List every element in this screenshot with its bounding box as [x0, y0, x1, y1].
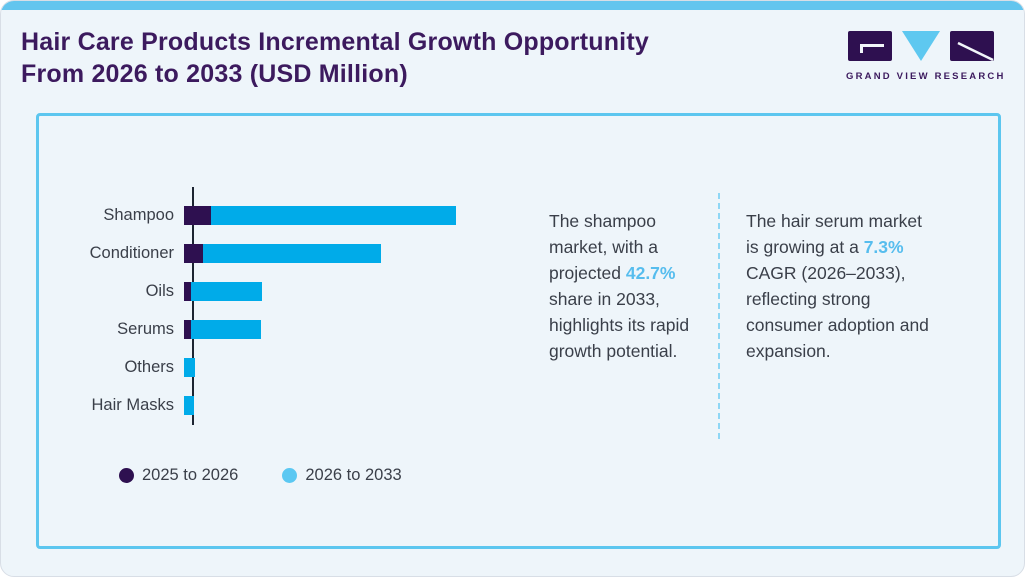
chart-row: Oils	[64, 272, 456, 310]
bar-segment-2026-to-2033	[184, 395, 194, 415]
insight-shampoo: The shampoo market, with a projected 42.…	[549, 208, 709, 364]
bar-stack	[184, 395, 194, 415]
axis-line	[192, 187, 194, 425]
bar-segment-2025-to-2026	[184, 205, 211, 225]
chart-row: Conditioner	[64, 234, 456, 272]
insight-highlight-value: 7.3%	[863, 237, 904, 257]
legend-dot	[282, 468, 298, 483]
category-label: Shampoo	[103, 205, 174, 224]
bar-segment-2025-to-2026	[184, 319, 191, 339]
insight-text: CAGR (2026–2033), reflecting strong cons…	[746, 263, 929, 361]
chart-row: Others	[64, 348, 456, 386]
bar-stack	[184, 281, 262, 301]
bar-stack	[184, 205, 456, 225]
legend-item-2026-2033: 2026 to 2033	[282, 466, 402, 485]
bar-stack	[184, 243, 381, 263]
chart-legend: 2025 to 2026 2026 to 2033	[119, 466, 402, 485]
legend-dot	[119, 468, 134, 483]
category-label: Conditioner	[89, 243, 174, 262]
category-label: Others	[124, 357, 174, 376]
category-label: Oils	[145, 281, 174, 300]
chart-rows: Shampoo Conditioner Oils Serums Others Hair M…	[64, 196, 456, 424]
bar-segment-2026-to-2033	[203, 243, 381, 263]
chart-row: Hair Masks	[64, 386, 456, 424]
bar-segment-2026-to-2033	[191, 319, 261, 339]
bar-segment-2026-to-2033	[191, 281, 262, 301]
dashed-divider	[718, 193, 720, 439]
chart-row: Shampoo	[64, 196, 456, 234]
gvr-logo-text: GRAND VIEW RESEARCH	[846, 71, 1006, 82]
insight-text: share in 2033, highlights its rapid grow…	[549, 289, 690, 361]
insight-text: The hair serum market is growing at a	[746, 211, 923, 257]
bar-stack	[184, 319, 261, 339]
legend-label: 2026 to 2033	[305, 466, 402, 484]
gvr-logo: GRAND VIEW RESEARCH	[846, 29, 1006, 82]
legend-label: 2025 to 2026	[142, 466, 239, 484]
chart-row: Serums	[64, 310, 456, 348]
bar-segment-2025-to-2026	[184, 243, 203, 263]
category-label: Serums	[117, 319, 174, 338]
gvr-logo-icon	[848, 31, 994, 62]
insight-highlight-value: 42.7%	[625, 263, 676, 283]
top-accent-strip	[1, 1, 1024, 10]
insight-text: The shampoo market, with a projected	[549, 211, 658, 283]
category-label: Hair Masks	[91, 395, 174, 414]
bar-stack	[184, 357, 195, 377]
bar-segment-2026-to-2033	[211, 205, 456, 225]
page-title: Hair Care Products Incremental Growth Op…	[21, 28, 649, 88]
bar-segment-2026-to-2033	[184, 357, 195, 377]
bar-segment-2025-to-2026	[184, 281, 191, 301]
legend-item-2025-2026: 2025 to 2026	[119, 466, 238, 485]
insight-serum: The hair serum market is growing at a 7.…	[746, 208, 938, 364]
